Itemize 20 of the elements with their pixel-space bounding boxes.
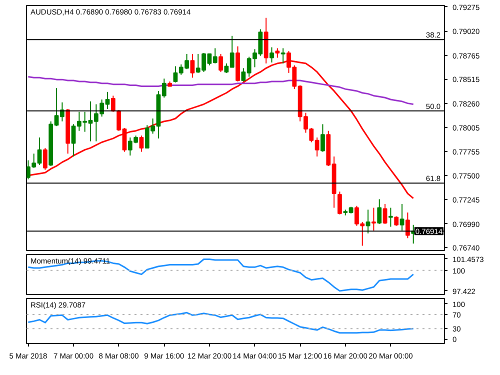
candlestick [400, 203, 404, 232]
candlestick [110, 95, 116, 112]
candlestick [377, 198, 382, 224]
candlestick [338, 191, 342, 215]
line-series [27, 258, 414, 292]
candlestick [405, 212, 410, 239]
candlestick [270, 46, 274, 63]
candlestick [394, 216, 399, 226]
candlestick [366, 209, 370, 234]
candlestick [280, 48, 286, 64]
candlestick [190, 53, 195, 78]
candlestick [139, 135, 144, 152]
candlestick [218, 53, 223, 72]
candlestick [372, 207, 376, 232]
candlestick [320, 124, 325, 152]
candlestick [382, 203, 388, 224]
candlestick [42, 147, 48, 170]
candlestick [388, 207, 393, 228]
candlestick [275, 48, 280, 58]
line-series [27, 312, 414, 334]
